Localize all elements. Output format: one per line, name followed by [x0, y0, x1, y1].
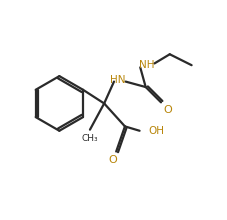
Text: O: O: [108, 156, 117, 165]
Text: HN: HN: [109, 75, 124, 86]
Text: CH₃: CH₃: [81, 134, 98, 143]
Text: OH: OH: [147, 126, 163, 136]
Text: NH: NH: [138, 60, 154, 70]
Text: O: O: [163, 104, 172, 115]
